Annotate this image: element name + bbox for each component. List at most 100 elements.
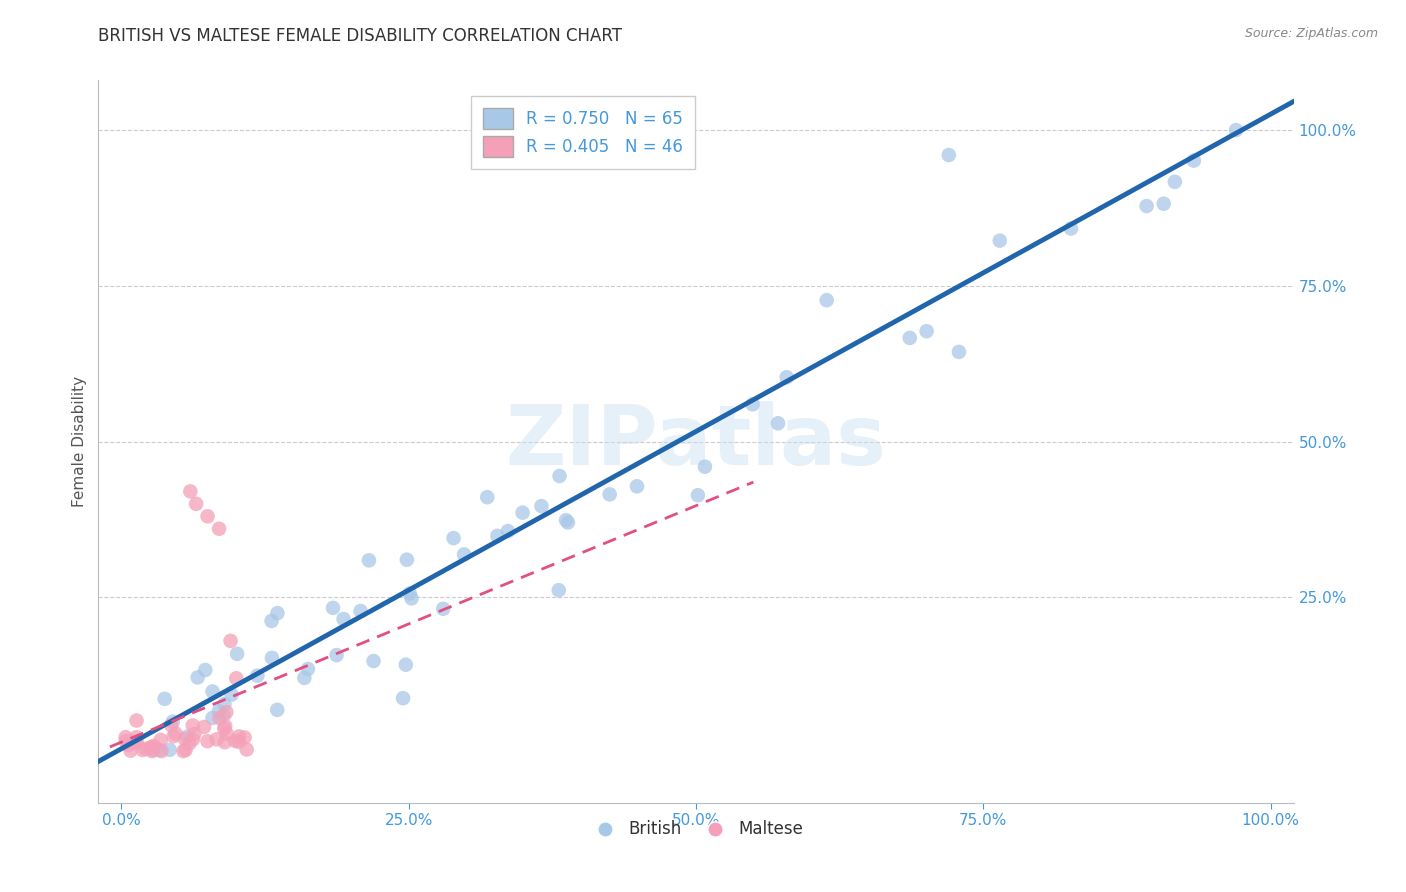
- Point: [325, 648, 347, 662]
- Point: [332, 612, 354, 626]
- Point: [626, 479, 648, 493]
- Point: [1225, 123, 1247, 137]
- Point: [392, 691, 415, 706]
- Point: [142, 743, 165, 757]
- Point: [197, 734, 219, 748]
- Point: [815, 293, 838, 308]
- Point: [205, 732, 228, 747]
- Point: [114, 730, 136, 744]
- Point: [260, 651, 283, 665]
- Point: [898, 331, 921, 345]
- Point: [124, 735, 146, 749]
- Point: [212, 708, 235, 723]
- Point: [183, 727, 205, 741]
- Point: [141, 744, 163, 758]
- Point: [181, 718, 204, 732]
- Point: [114, 734, 136, 748]
- Point: [187, 670, 209, 684]
- Point: [208, 522, 231, 536]
- Point: [153, 691, 176, 706]
- Legend: British, Maltese: British, Maltese: [582, 814, 810, 845]
- Point: [1136, 199, 1159, 213]
- Point: [776, 370, 799, 384]
- Point: [201, 711, 224, 725]
- Point: [176, 730, 198, 744]
- Point: [938, 148, 960, 162]
- Point: [214, 697, 236, 711]
- Y-axis label: Female Disability: Female Disability: [72, 376, 87, 508]
- Point: [208, 704, 231, 718]
- Point: [194, 663, 217, 677]
- Point: [142, 739, 165, 753]
- Point: [208, 711, 231, 725]
- Point: [148, 743, 170, 757]
- Point: [118, 738, 141, 752]
- Point: [228, 735, 250, 749]
- Point: [322, 601, 344, 615]
- Point: [512, 506, 534, 520]
- Point: [453, 548, 475, 562]
- Point: [557, 516, 579, 530]
- Point: [174, 743, 197, 757]
- Point: [134, 742, 156, 756]
- Point: [741, 397, 763, 411]
- Point: [184, 497, 207, 511]
- Point: [693, 459, 716, 474]
- Point: [443, 531, 465, 545]
- Point: [292, 671, 315, 685]
- Point: [226, 647, 249, 661]
- Point: [139, 740, 162, 755]
- Point: [988, 234, 1011, 248]
- Point: [1060, 221, 1083, 235]
- Point: [224, 734, 246, 748]
- Point: [173, 732, 195, 747]
- Point: [547, 583, 569, 598]
- Point: [172, 744, 194, 758]
- Point: [131, 743, 153, 757]
- Point: [547, 142, 569, 156]
- Point: [363, 654, 385, 668]
- Point: [349, 604, 371, 618]
- Point: [686, 488, 709, 502]
- Point: [193, 720, 215, 734]
- Point: [125, 735, 148, 749]
- Point: [179, 736, 201, 750]
- Point: [139, 740, 162, 755]
- Point: [228, 730, 250, 744]
- Point: [179, 484, 201, 499]
- Point: [395, 657, 418, 672]
- Point: [496, 524, 519, 538]
- Point: [162, 729, 184, 743]
- Text: BRITISH VS MALTESE FEMALE DISABILITY CORRELATION CHART: BRITISH VS MALTESE FEMALE DISABILITY COR…: [98, 27, 623, 45]
- Point: [486, 529, 509, 543]
- Text: Source: ZipAtlas.com: Source: ZipAtlas.com: [1244, 27, 1378, 40]
- Point: [219, 633, 242, 648]
- Point: [214, 719, 236, 733]
- Point: [1182, 153, 1205, 168]
- Point: [555, 513, 578, 527]
- Point: [150, 744, 173, 758]
- Point: [1164, 175, 1187, 189]
- Point: [181, 732, 204, 747]
- Point: [266, 703, 288, 717]
- Point: [548, 469, 571, 483]
- Point: [125, 714, 148, 728]
- Point: [357, 553, 380, 567]
- Point: [432, 601, 454, 615]
- Point: [398, 586, 420, 600]
- Point: [246, 668, 269, 682]
- Point: [915, 324, 938, 338]
- Point: [120, 744, 142, 758]
- Point: [201, 684, 224, 698]
- Point: [260, 614, 283, 628]
- Point: [766, 417, 789, 431]
- Point: [297, 662, 319, 676]
- Point: [160, 718, 183, 732]
- Point: [477, 490, 499, 504]
- Point: [215, 705, 238, 719]
- Point: [212, 722, 235, 736]
- Point: [1153, 196, 1175, 211]
- Point: [530, 499, 553, 513]
- Point: [948, 345, 970, 359]
- Point: [197, 509, 219, 524]
